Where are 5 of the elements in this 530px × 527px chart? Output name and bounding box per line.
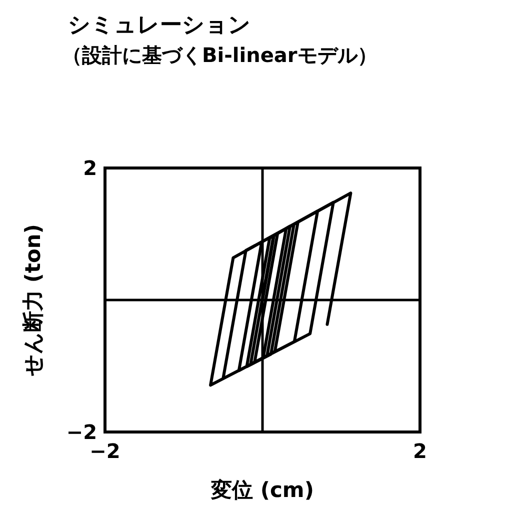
line-series [209, 192, 352, 387]
chart-title: シミュレーション [68, 13, 251, 38]
chart-subtitle: （設計に基づくBi-linearモデル） [62, 43, 378, 67]
y-axis-title: せん断力 (ton) [21, 224, 45, 377]
x-axis-title: 変位 (cm) [210, 478, 314, 502]
